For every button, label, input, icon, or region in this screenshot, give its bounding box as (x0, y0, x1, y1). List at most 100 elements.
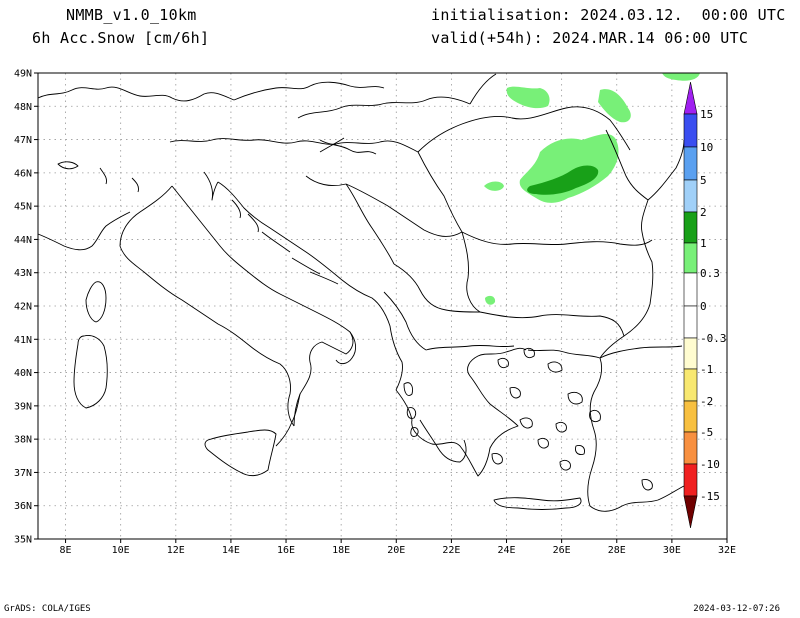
colorbar-label: -0.3 (700, 332, 727, 345)
lat-tick-label: 38N (14, 435, 32, 446)
lon-tick-label: 14E (222, 545, 240, 556)
aegean-islands (491, 361, 601, 471)
lat-tick-label: 36N (14, 501, 32, 512)
lat-tick-label: 48N (14, 102, 32, 113)
calabria (275, 393, 301, 447)
lon-tick-label: 16E (277, 545, 295, 556)
italy-heel (335, 331, 357, 365)
colorbar-segment (683, 368, 698, 402)
lon-tick-label: 8E (60, 545, 72, 556)
colorbar-label: -5 (700, 426, 713, 439)
colorbar-segment (683, 272, 698, 307)
longitude-labels: 8E 10E 12E 14E 16E 18E 20E 22E 24E 26E 28E 30E 32E (60, 545, 736, 556)
greece-north-border (425, 344, 515, 351)
lon-tick-label: 28E (608, 545, 626, 556)
lat-tick-label: 41N (14, 335, 32, 346)
crete (493, 497, 582, 510)
turkey-west-coast (587, 345, 685, 512)
variable-title: 6h Acc.Snow [cm/6h] (32, 29, 210, 47)
danube-river (319, 139, 377, 155)
latitude-labels: 35N 36N 37N 38N 39N 40N 41N 42N 43N 44N 45N 46N 47N 4… (14, 69, 32, 546)
lat-tick-label: 49N (14, 69, 32, 80)
colorbar-label: -2 (700, 395, 713, 408)
slovakia-border (297, 96, 471, 119)
lat-tick-label: 37N (14, 468, 32, 479)
snow-area-small-south (485, 295, 496, 305)
lat-tick-label: 43N (14, 268, 32, 279)
snow-area-top-right (662, 73, 700, 81)
germany-border (233, 81, 385, 101)
model-title: NMMB_v1.0_10km (66, 6, 197, 24)
colorbar-label: 15 (700, 108, 713, 121)
snow-area-small-west (484, 181, 504, 191)
adriatic-east-coast (217, 181, 403, 391)
colorbar-segment (683, 211, 698, 244)
colorbar-label: 1 (700, 237, 707, 250)
peloponnese-coast (419, 419, 467, 463)
colorbar-segment (683, 113, 698, 148)
footer-timestamp: 2024-03-12-07:26 (693, 604, 780, 614)
austria-hungary-border (169, 138, 419, 153)
istria-coast (203, 171, 219, 201)
black-sea-coast (599, 139, 685, 359)
lat-tick-label: 47N (14, 135, 32, 146)
lat-lon-grid (38, 73, 727, 539)
lon-tick-label: 22E (442, 545, 460, 556)
colorbar-label: -1 (700, 363, 713, 376)
france-coast (37, 211, 131, 251)
colorbar-segment (683, 179, 698, 213)
coastlines-borders (37, 73, 685, 512)
lon-tick-label: 30E (663, 545, 681, 556)
lon-tick-label: 18E (332, 545, 350, 556)
north-italy-lakes (99, 167, 139, 193)
rhodes (641, 479, 653, 491)
moldova-border (605, 129, 649, 201)
italy-east-coast (171, 185, 354, 427)
lat-tick-label: 46N (14, 168, 32, 179)
colorbar-labels: 15 10 5 2 1 0.3 0 -0.3 -1 -2 -5 -10 -15 (700, 108, 727, 503)
colorbar-label: 5 (700, 174, 707, 187)
colorbar-segment (683, 337, 698, 370)
lat-tick-label: 35N (14, 535, 32, 546)
colorbar-label: 2 (700, 206, 707, 219)
lake-balaton (319, 137, 345, 153)
map-frame (37, 72, 728, 540)
lake-geneva (57, 161, 79, 170)
lat-tick-label: 45N (14, 202, 32, 213)
lon-tick-label: 10E (112, 545, 130, 556)
bosnia-border (305, 175, 395, 265)
corsica (85, 281, 107, 323)
colorbar-label: -15 (700, 490, 720, 503)
colorbar-label: 0.3 (700, 267, 720, 280)
colorbar-segment (683, 431, 698, 465)
sicily (204, 429, 277, 477)
romania-bulgaria-border (461, 231, 653, 246)
ionian-islands (403, 382, 419, 437)
lon-tick-label: 24E (497, 545, 515, 556)
balkan-inner-border (345, 183, 463, 237)
greece-coast (395, 347, 527, 477)
colorbar-label: 0 (700, 300, 707, 313)
colorbar (683, 81, 698, 529)
dalmatian-islands (231, 199, 339, 285)
snow-area-north (598, 89, 631, 123)
sardinia (73, 335, 108, 409)
colorbar-segment (683, 463, 698, 497)
albania-border (383, 291, 427, 351)
snow-area-moldova-core (527, 165, 599, 195)
lat-tick-label: 40N (14, 368, 32, 379)
colorbar-top-arrow (683, 81, 698, 115)
lon-tick-label: 20E (387, 545, 405, 556)
italy-west-coast (119, 185, 295, 427)
footer-credit: GrADS: COLA/IGES (4, 604, 91, 614)
romania-north-border (417, 106, 631, 153)
init-time: initialisation: 2024.03.12. 00:00 UTC (431, 6, 786, 24)
colorbar-segment (683, 242, 698, 274)
lon-tick-label: 26E (553, 545, 571, 556)
alps-border (37, 86, 235, 102)
valid-time: valid(+54h): 2024.MAR.14 06:00 UTC (431, 29, 749, 47)
turkey-thrace-coast (527, 349, 601, 359)
lon-tick-label: 32E (718, 545, 736, 556)
lon-tick-label: 12E (167, 545, 185, 556)
